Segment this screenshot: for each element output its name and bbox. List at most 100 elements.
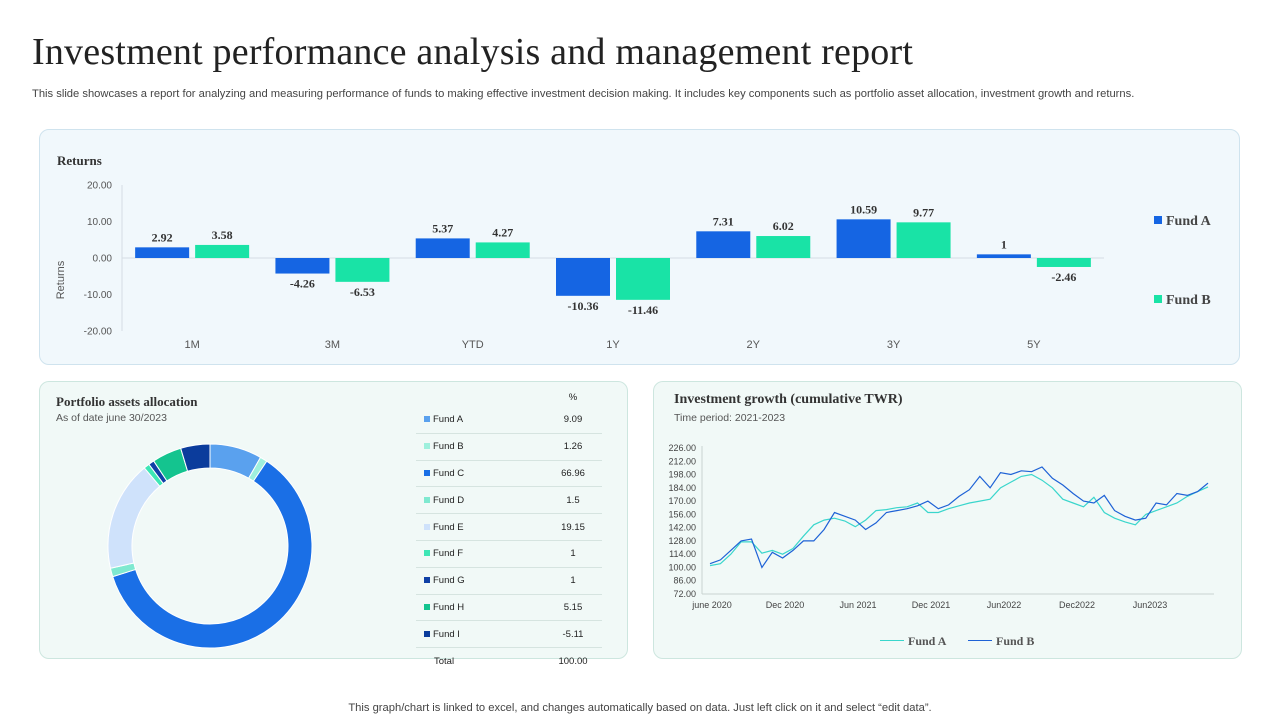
bar-fund-a-ytd[interactable] [415,238,470,258]
legend-fund-a-label: Fund A [1166,214,1211,229]
growth-panel[interactable]: Investment growth (cumulative TWR) Time … [653,381,1242,659]
growth-line-fund-b[interactable] [709,466,1209,569]
allocation-value: 5.15 [544,594,602,622]
bar-label-fund-a-3m: -4.26 [290,277,315,291]
allocation-row-label: Fund D [416,486,544,515]
bar-fund-b-1y[interactable] [616,258,670,300]
allocation-swatch [424,469,430,476]
allocation-date: As of date june 30/2023 [56,412,167,424]
allocation-total-row: Total 100.00 [416,648,602,674]
growth-x-tick-dec-2021: Dec 2021 [912,600,951,610]
allocation-fund-name: Fund I [433,628,460,640]
returns-x-tick-1y: 1Y [606,339,620,351]
allocation-swatch [424,496,430,503]
bar-label-fund-a-5y: 1 [1001,237,1007,251]
allocation-value: 66.96 [544,460,602,488]
allocation-swatch [424,577,430,584]
bar-label-fund-b-1m: 3.58 [212,228,233,242]
allocation-row-fund-d: Fund D 1.5 [416,486,602,515]
line-legend-fund-b-swatch [968,640,992,641]
allocation-value: -5.11 [544,620,602,649]
allocation-swatch [424,630,430,637]
bar-fund-a-2y[interactable] [696,231,751,258]
growth-title: Investment growth (cumulative TWR) [674,392,903,407]
growth-x-tick-jun-2021: Jun 2021 [839,600,876,610]
growth-line-chart[interactable]: 72.00 86.00 100.00 114.00 128.00 142.00 156.00… [654,382,1241,658]
allocation-row-label: Fund I [416,620,544,649]
allocation-value: 1 [544,567,602,595]
allocation-row-fund-f: Fund F 1 [416,540,602,568]
line-legend-fund-a[interactable]: Fund A [880,634,946,649]
donut-slice-fund-c[interactable] [112,460,313,649]
bar-fund-a-1y[interactable] [556,258,610,296]
bar-label-fund-a-1y: -10.36 [568,299,599,313]
allocation-row-fund-c: Fund C 66.96 [416,460,602,488]
line-legend-fund-a-swatch [880,640,904,641]
bar-fund-a-1m[interactable] [135,247,190,258]
bar-fund-b-3y[interactable] [896,222,951,258]
bar-label-fund-a-ytd: 5.37 [432,221,453,235]
page-subtitle: This slide showcases a report for analyz… [32,88,1135,100]
allocation-title: Portfolio assets allocation [56,394,198,409]
allocation-fund-name: Fund G [433,575,465,587]
donut-slice-fund-e[interactable] [107,467,161,569]
growth-x-tick-june-2020: june 2020 [691,600,732,610]
bar-fund-b-3m[interactable] [335,258,390,282]
growth-line-fund-a[interactable] [709,473,1209,567]
bar-label-fund-b-ytd: 4.27 [492,225,513,239]
returns-panel[interactable]: Returns 20.00 10.00 0.00 -10.00 -20.00 Return… [39,129,1240,365]
allocation-fund-name: Fund C [433,467,465,479]
growth-y-tick-label: 184.00 [668,483,696,493]
allocation-row-label: Fund A [416,407,544,434]
bar-label-fund-a-1m: 2.92 [152,230,173,244]
allocation-value: 19.15 [544,513,602,541]
legend-fund-b-label: Fund B [1166,293,1211,308]
returns-x-tick-5y: 5Y [1027,339,1041,351]
allocation-swatch [424,416,430,423]
growth-x-tick-dec2022: Dec2022 [1059,600,1095,610]
allocation-value: 1.5 [544,486,602,515]
bar-fund-a-3m[interactable] [275,258,330,274]
line-legend-fund-b[interactable]: Fund B [968,634,1034,649]
bar-label-fund-b-5y: -2.46 [1051,270,1076,284]
allocation-donut-chart[interactable] [40,382,410,658]
returns-x-tick-3y: 3Y [887,339,901,351]
returns-title: Returns [57,153,102,168]
legend-fund-a[interactable]: Fund A [1154,214,1211,230]
bar-fund-b-2y[interactable] [756,236,811,258]
bar-fund-b-1m[interactable] [195,244,250,258]
returns-x-tick-3m: 3M [325,339,340,351]
allocation-fund-name: Fund F [433,548,464,560]
growth-y-tick-label: 170.00 [668,496,696,506]
donut-slice-fund-i[interactable] [180,443,211,472]
allocation-total-value: 100.00 [558,655,588,667]
allocation-row-fund-g: Fund G 1 [416,567,602,595]
allocation-swatch [424,523,430,530]
bar-fund-a-5y[interactable] [976,254,1031,258]
growth-y-tick-label: 86.00 [673,576,696,586]
allocation-row-label: Fund C [416,460,544,488]
allocation-value: 9.09 [544,407,602,434]
allocation-row-fund-e: Fund E 19.15 [416,513,602,541]
allocation-row-label: Fund G [416,567,544,595]
growth-y-tick-label: 142.00 [668,523,696,533]
allocation-row-fund-b: Fund B 1.26 [416,433,602,461]
bar-label-fund-a-2y: 7.31 [713,214,734,228]
bar-fund-b-5y[interactable] [1036,258,1091,267]
returns-y-tick-label: 20.00 [87,181,112,192]
allocation-swatch [424,550,430,557]
growth-y-tick-label: 226.00 [668,443,696,453]
bar-fund-b-ytd[interactable] [475,242,530,258]
growth-y-tick-label: 100.00 [668,562,696,572]
allocation-row-label: Fund F [416,540,544,568]
allocation-panel[interactable]: Portfolio assets allocation As of date j… [39,381,628,667]
legend-fund-b[interactable]: Fund B [1154,293,1211,309]
allocation-row-fund-a: Fund A 9.09 [416,407,602,434]
growth-x-tick-jun2022: Jun2022 [987,600,1022,610]
legend-fund-b-swatch [1154,295,1162,303]
bar-fund-a-3y[interactable] [836,219,891,258]
growth-y-tick-label: 114.00 [669,549,696,559]
returns-bar-chart[interactable]: 20.00 10.00 0.00 -10.00 -20.00 Returns 1M 2.92 3… [40,130,1239,364]
page-title: Investment performance analysis and mana… [32,31,914,73]
allocation-value: 1 [544,540,602,568]
